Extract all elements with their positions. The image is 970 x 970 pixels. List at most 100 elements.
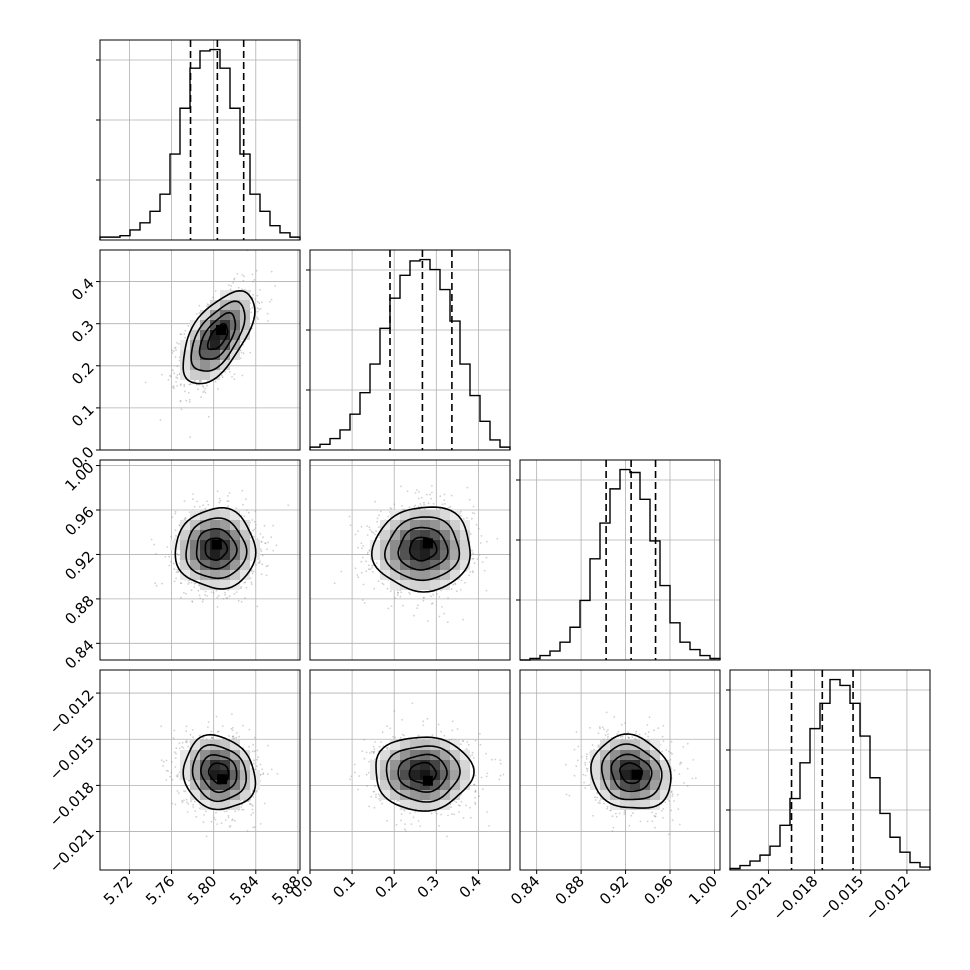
scatter-point	[221, 374, 223, 377]
scatter-point	[193, 800, 196, 803]
density-cell	[190, 540, 200, 550]
scatter-point	[231, 735, 234, 738]
scatter-point	[172, 369, 174, 372]
scatter-point	[438, 596, 441, 598]
scatter-point	[184, 517, 187, 519]
density-peak	[216, 325, 227, 335]
scatter-point	[175, 775, 178, 777]
scatter-point	[419, 503, 422, 505]
scatter-point	[429, 493, 431, 496]
density-cell	[230, 300, 240, 310]
scatter-point	[250, 570, 253, 573]
scatter-point	[174, 347, 176, 349]
scatter-point	[252, 280, 254, 283]
scatter-point	[200, 380, 202, 383]
scatter-point	[251, 572, 254, 575]
density-cell	[220, 310, 230, 320]
density-cell	[390, 520, 400, 530]
scatter-point	[460, 515, 462, 517]
scatter-point	[258, 308, 260, 311]
density-cell	[190, 570, 200, 580]
density-cell	[420, 510, 430, 520]
density-cell	[390, 560, 400, 570]
scatter-point	[231, 713, 233, 715]
scatter-point	[466, 486, 469, 489]
scatter-point	[252, 529, 255, 532]
scatter-point	[360, 560, 363, 563]
density-cell	[410, 530, 420, 540]
scatter-point	[214, 290, 217, 292]
scatter-point	[423, 503, 425, 506]
scatter-point	[184, 517, 187, 520]
density-cell	[190, 560, 200, 570]
scatter-point	[236, 273, 239, 275]
density-cell	[410, 540, 420, 550]
density-cell	[460, 530, 470, 540]
scatter-point	[178, 343, 180, 345]
scatter-point	[468, 574, 471, 577]
density-cell	[210, 330, 220, 340]
scatter-point	[381, 582, 384, 585]
scatter-point	[414, 492, 417, 494]
scatter-point	[455, 590, 458, 593]
density-cell	[220, 520, 230, 530]
contour-line	[383, 516, 461, 582]
density-cell	[230, 330, 240, 340]
scatter-point	[176, 568, 179, 571]
scatter-point	[172, 386, 174, 389]
scatter-point	[261, 554, 264, 557]
scatter-point	[266, 548, 268, 551]
scatter-point	[376, 517, 379, 520]
scatter-point	[418, 491, 420, 493]
axes-frame	[729, 669, 931, 871]
scatter-point	[267, 541, 269, 544]
scatter-point	[471, 549, 473, 552]
scatter-point	[153, 543, 156, 546]
scatter-point	[258, 302, 261, 305]
scatter-point	[270, 270, 273, 273]
scatter-point	[476, 558, 479, 560]
density-cell	[180, 360, 190, 370]
contour-line	[185, 517, 248, 580]
scatter-point	[275, 544, 278, 547]
scatter-point	[168, 555, 171, 558]
axes-frame	[309, 249, 511, 451]
scatter-point	[473, 562, 476, 565]
scatter-point	[430, 602, 433, 605]
scatter-point	[362, 545, 365, 547]
scatter-point	[210, 591, 213, 593]
scatter-point	[228, 595, 231, 598]
scatter-point	[170, 771, 173, 774]
scatter-point	[241, 808, 243, 811]
scatter-point	[243, 581, 246, 584]
scatter-point	[372, 570, 374, 573]
scatter-point	[207, 721, 210, 723]
scatter-point	[178, 747, 181, 750]
scatter-point	[227, 500, 230, 502]
scatter-point	[172, 737, 175, 739]
scatter-point	[183, 591, 185, 594]
scatter-point	[260, 541, 263, 543]
scatter-point	[360, 542, 363, 545]
density-cell	[460, 520, 470, 530]
scatter-point	[232, 281, 235, 284]
scatter-point	[171, 802, 174, 805]
density-cell	[440, 520, 450, 530]
density-cell	[410, 570, 420, 580]
scatter-point	[420, 496, 423, 499]
scatter-point	[189, 383, 192, 386]
scatter-point	[192, 806, 195, 808]
scatter-point	[361, 547, 363, 550]
scatter-point	[206, 303, 209, 305]
scatter-point	[194, 582, 197, 584]
scatter-point	[239, 349, 242, 352]
scatter-point	[202, 598, 205, 601]
scatter-point	[202, 504, 205, 507]
scatter-point	[235, 507, 238, 509]
scatter-point	[417, 505, 420, 508]
scatter-point	[372, 532, 375, 534]
scatter-point	[470, 517, 473, 520]
scatter-point	[231, 735, 234, 738]
scatter-point	[173, 568, 176, 571]
scatter-point	[176, 775, 179, 778]
